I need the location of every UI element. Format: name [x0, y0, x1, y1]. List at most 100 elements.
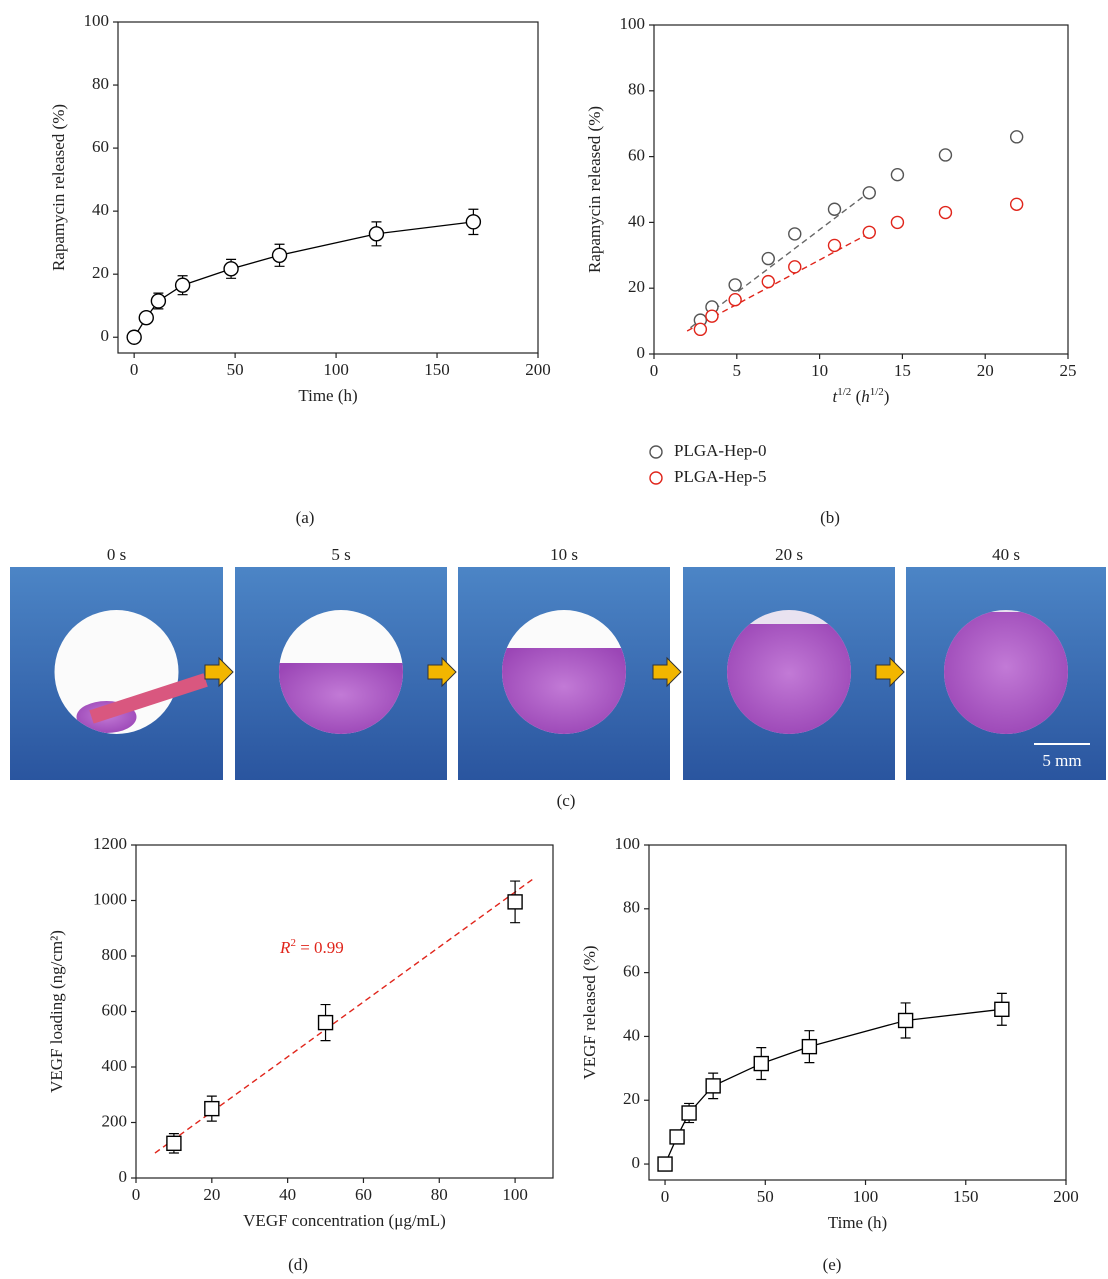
marker — [682, 1106, 696, 1120]
x-tick-label: 100 — [323, 360, 349, 379]
marker — [205, 1102, 219, 1116]
marker — [466, 215, 480, 229]
y-tick-label: 400 — [102, 1056, 128, 1075]
y-tick-label: 80 — [92, 74, 109, 93]
marker — [863, 226, 875, 238]
marker — [829, 239, 841, 251]
x-tick-label: 150 — [424, 360, 450, 379]
y-tick-label: 800 — [102, 945, 128, 964]
x-tick-label: 200 — [1053, 1187, 1079, 1206]
label-part: VEGF concentration (μg/mL) — [243, 1211, 446, 1230]
x-tick-label: 0 — [661, 1187, 670, 1206]
y-tick-label: 100 — [84, 11, 110, 30]
marker — [127, 330, 141, 344]
marker — [829, 203, 841, 215]
label-part: Time (h) — [828, 1213, 887, 1232]
y-tick-label: 80 — [623, 898, 640, 917]
marker — [762, 276, 774, 288]
marker — [939, 207, 951, 219]
y-tick-label: 0 — [632, 1153, 641, 1172]
marker — [863, 187, 875, 199]
x-tick-label: 40 — [279, 1185, 296, 1204]
x-tick-label: 100 — [502, 1185, 528, 1204]
y-tick-label: 60 — [628, 146, 645, 165]
marker — [891, 169, 903, 181]
y-axis-label: Rapamycin released (%) — [49, 104, 68, 271]
y-tick-label: 100 — [620, 14, 646, 33]
annotation: R2 = 0.99 — [279, 937, 344, 957]
marker — [802, 1040, 816, 1054]
legend-marker — [650, 446, 662, 458]
label-part: ) — [884, 387, 890, 406]
scale-bar-label: 5 mm — [1042, 751, 1081, 770]
x-tick-label: 0 — [130, 360, 139, 379]
x-tick-label: 10 — [811, 361, 828, 380]
panel-label: (c) — [557, 791, 576, 810]
x-tick-label: 100 — [853, 1187, 879, 1206]
marker — [891, 216, 903, 228]
marker — [658, 1157, 672, 1171]
marker — [369, 227, 383, 241]
gel — [944, 612, 1068, 734]
y-axis-label: VEGF loading (ng/cm²) — [47, 930, 66, 1093]
x-tick-label: 0 — [132, 1185, 141, 1204]
x-tick-label: 25 — [1060, 361, 1077, 380]
x-axis-label: Time (h) — [828, 1213, 887, 1232]
time-label: 5 s — [331, 545, 350, 564]
marker — [729, 279, 741, 291]
y-axis-label: Rapamycin released (%) — [585, 106, 604, 273]
marker — [1011, 198, 1023, 210]
label-part: ( — [851, 387, 861, 406]
x-axis-label: t1/2 (h1/2) — [833, 386, 890, 406]
plot-frame — [136, 845, 553, 1178]
marker — [1011, 131, 1023, 143]
marker — [176, 278, 190, 292]
marker — [939, 149, 951, 161]
marker — [224, 262, 238, 276]
marker — [139, 311, 153, 325]
time-label: 10 s — [550, 545, 578, 564]
marker — [151, 294, 165, 308]
marker — [273, 248, 287, 262]
y-tick-label: 40 — [628, 211, 645, 230]
x-tick-label: 50 — [227, 360, 244, 379]
label-part: Time (h) — [298, 386, 357, 405]
marker — [899, 1013, 913, 1027]
y-tick-label: 60 — [92, 137, 109, 156]
y-tick-label: 0 — [101, 326, 110, 345]
time-label: 0 s — [107, 545, 126, 564]
x-tick-label: 60 — [355, 1185, 372, 1204]
x-tick-label: 15 — [894, 361, 911, 380]
y-tick-label: 40 — [623, 1025, 640, 1044]
marker — [670, 1130, 684, 1144]
y-tick-label: 1000 — [93, 889, 127, 908]
y-tick-label: 1200 — [93, 834, 127, 853]
marker — [508, 895, 522, 909]
marker — [729, 294, 741, 306]
x-tick-label: 150 — [953, 1187, 979, 1206]
time-label: 40 s — [992, 545, 1020, 564]
marker — [789, 261, 801, 273]
label-part: R — [279, 938, 291, 957]
x-axis-label: Time (h) — [298, 386, 357, 405]
x-axis-label: VEGF concentration (μg/mL) — [243, 1211, 446, 1230]
x-tick-label: 5 — [733, 361, 742, 380]
legend-label: PLGA-Hep-0 — [674, 441, 767, 460]
label-part: 1/2 — [870, 386, 884, 398]
panel-label: (b) — [820, 508, 840, 527]
legend-label: PLGA-Hep-5 — [674, 467, 767, 486]
panel-label: (a) — [296, 508, 315, 527]
marker — [762, 253, 774, 265]
marker — [789, 228, 801, 240]
label-part: h — [861, 387, 870, 406]
time-label: 20 s — [775, 545, 803, 564]
y-tick-label: 20 — [628, 277, 645, 296]
y-tick-label: 0 — [119, 1167, 128, 1186]
x-tick-label: 20 — [977, 361, 994, 380]
label-part: 1/2 — [837, 386, 851, 398]
y-tick-label: 0 — [637, 343, 646, 362]
marker — [706, 310, 718, 322]
y-tick-label: 80 — [628, 80, 645, 99]
marker — [995, 1002, 1009, 1016]
y-tick-label: 200 — [102, 1111, 128, 1130]
